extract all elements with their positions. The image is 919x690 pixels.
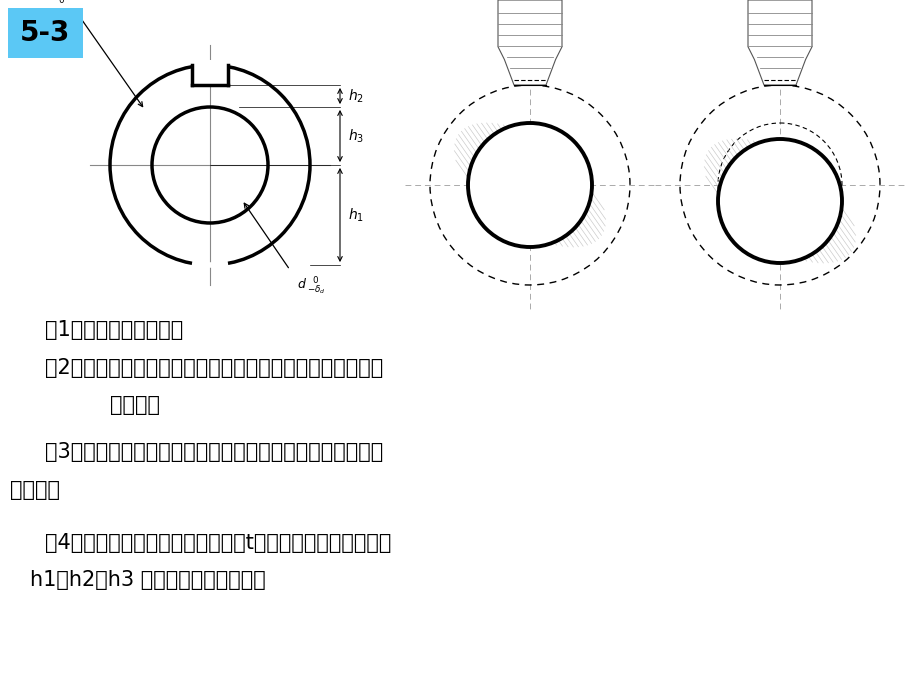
Text: $h_3$: $h_3$ [347, 127, 364, 145]
Text: 直径已知: 直径已知 [10, 480, 60, 500]
Polygon shape [747, 0, 811, 85]
Text: （1）在可涨心轴上定位: （1）在可涨心轴上定位 [45, 320, 183, 340]
Circle shape [717, 139, 841, 263]
Bar [8, 8, 83, 58]
Text: h1、h2、h3 的定位误差各是多少？: h1、h2、h3 的定位误差各是多少？ [30, 570, 266, 590]
Circle shape [468, 123, 591, 247]
Text: $h_1$: $h_1$ [347, 206, 364, 224]
Text: $d\,^{\ \ 0}_{-\delta_d}$: $d\,^{\ \ 0}_{-\delta_d}$ [297, 275, 325, 297]
Text: $h_2$: $h_2$ [347, 88, 364, 105]
Text: 直径已知: 直径已知 [110, 395, 160, 415]
Text: （2）在处于水平位置的刚性心轴上具有间隙定位，定位心轴: （2）在处于水平位置的刚性心轴上具有间隙定位，定位心轴 [45, 358, 383, 378]
Text: （3）在处于垂直位置的刚性心轴上具有间隙定位，定位心轴: （3）在处于垂直位置的刚性心轴上具有间隙定位，定位心轴 [45, 442, 383, 462]
Text: $D\,^{+\delta_D}_{\ \ 0}$: $D\,^{+\delta_D}_{\ \ 0}$ [41, 0, 72, 7]
Polygon shape [497, 0, 562, 85]
Text: （4）如果计及工件内外圆同轴度为t，上述三种定位方案中，: （4）如果计及工件内外圆同轴度为t，上述三种定位方案中， [45, 533, 391, 553]
Text: 5-3: 5-3 [20, 19, 70, 47]
Bar [192, 60, 228, 85]
